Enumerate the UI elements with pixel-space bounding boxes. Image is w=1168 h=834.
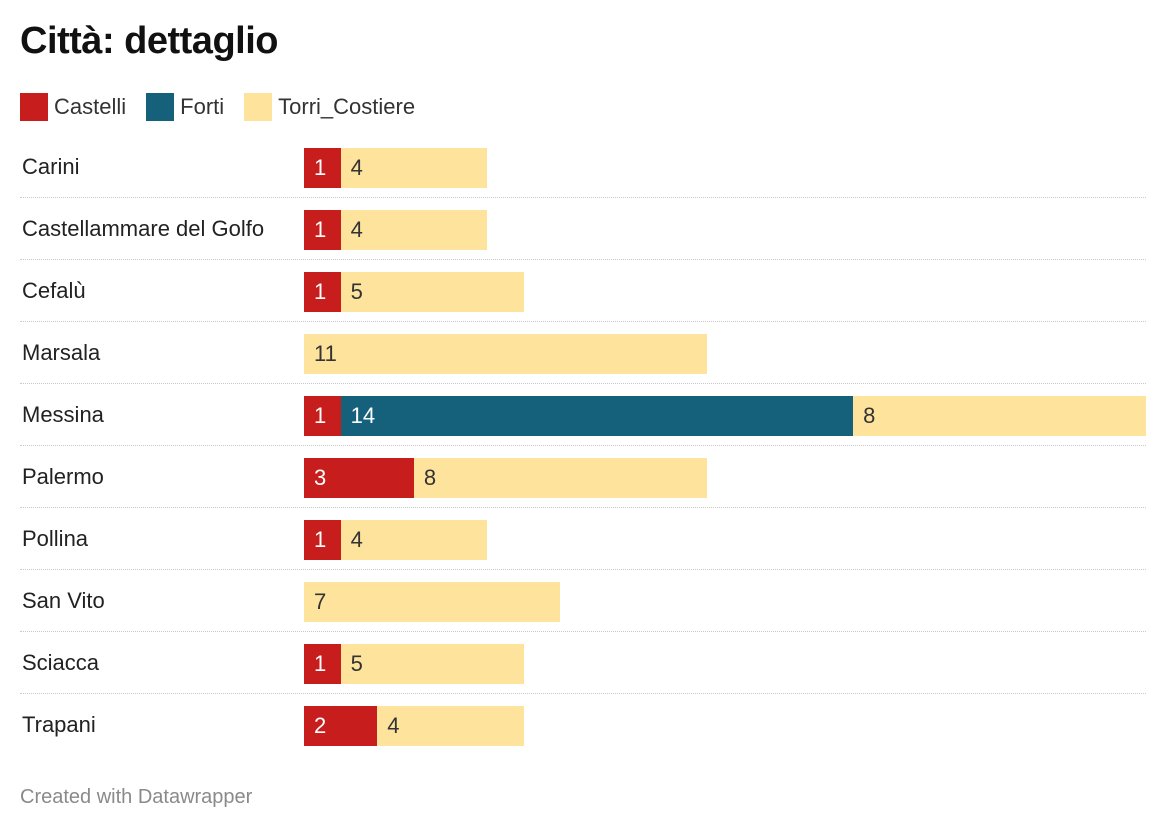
bar-segment-torri-costiere: 8: [853, 396, 1146, 436]
category-label: Marsala: [22, 340, 101, 365]
data-label: 1: [314, 403, 327, 428]
bar-segment-castelli: 1: [304, 210, 341, 250]
legend-swatch: [244, 93, 273, 121]
data-label: 1: [314, 651, 327, 676]
data-label: 7: [314, 589, 327, 614]
bar-segment-castelli: 1: [304, 520, 341, 560]
bar-segment-torri-costiere: 4: [340, 520, 488, 560]
data-label: 14: [350, 403, 376, 428]
data-label: 2: [314, 713, 327, 738]
legend-item-castelli: Castelli: [20, 93, 126, 121]
bar-segment-castelli: 3: [304, 458, 414, 498]
chart-row: Marsala 11: [20, 322, 1146, 384]
bar-segment-castelli: 1: [304, 148, 341, 188]
bar-stack: 11: [304, 334, 1146, 374]
category-label: Castellammare del Golfo: [22, 216, 265, 241]
data-label: 3: [314, 465, 327, 490]
bar-segment-castelli: 2: [304, 706, 378, 746]
data-label: 5: [350, 279, 363, 304]
chart-row: Pollina 1 4: [20, 508, 1146, 570]
legend-label: Forti: [180, 94, 225, 119]
bar-segment-torri-costiere: 4: [377, 706, 524, 746]
category-label: Cefalù: [22, 278, 86, 303]
data-label: 1: [314, 217, 327, 242]
bar-segment-castelli: 1: [304, 644, 341, 684]
chart-row: Sciacca 1 5: [20, 632, 1146, 694]
bar-segment-castelli: 1: [304, 272, 341, 312]
chart-row: San Vito 7: [20, 570, 1146, 632]
bar-segment-torri-costiere: 4: [340, 210, 488, 250]
data-label: 8: [863, 403, 876, 428]
bar-segment-torri-costiere: 5: [340, 272, 524, 312]
data-label: 4: [387, 713, 400, 738]
bar-segment-torri-costiere: 11: [304, 334, 707, 374]
category-label: Carini: [22, 154, 80, 179]
bar-segment-torri-costiere: 4: [340, 148, 488, 188]
category-label: Pollina: [22, 526, 89, 551]
legend-swatch: [20, 93, 48, 121]
bar-stack: 7: [304, 582, 1146, 622]
data-label: 4: [350, 217, 363, 242]
chart-row: Cefalù 1 5: [20, 260, 1146, 322]
data-label: 5: [350, 651, 363, 676]
legend-label: Castelli: [54, 94, 127, 119]
category-label: Sciacca: [22, 650, 100, 675]
chart-rows: Carini 1 4 Castellammare del Golfo 1 4 Cefalù 1…: [20, 136, 1146, 756]
chart-row: Carini 1 4: [20, 136, 1146, 198]
data-label: 11: [314, 341, 337, 366]
chart-row: Castellammare del Golfo 1 4: [20, 198, 1146, 260]
bar-segment-torri-costiere: 8: [413, 458, 707, 498]
data-label: 1: [314, 279, 327, 304]
bar-segment-forti: 14: [340, 396, 854, 436]
bar-stack: 1 14 8: [304, 396, 1146, 436]
bar-segment-castelli: 1: [304, 396, 341, 436]
category-label: Messina: [22, 402, 104, 427]
chart-row: Palermo 3 8: [20, 446, 1146, 508]
legend-item-torri-costiere: Torri_Costiere: [244, 93, 415, 121]
bar-segment-torri-costiere: 7: [304, 582, 561, 622]
footer-credit[interactable]: Created with Datawrapper: [20, 786, 253, 808]
category-label: Palermo: [22, 464, 104, 489]
chart-title: Città: dettaglio: [20, 20, 278, 62]
legend-swatch: [146, 93, 175, 121]
legend-label: Torri_Costiere: [278, 94, 416, 119]
data-label: 1: [314, 155, 327, 180]
data-label: 8: [423, 465, 437, 490]
chart-row: Messina 1 14 8: [20, 384, 1146, 446]
legend-item-forti: Forti: [146, 93, 224, 121]
data-label: 4: [350, 155, 363, 180]
data-label: 1: [314, 527, 327, 552]
bar-segment-torri-costiere: 5: [340, 644, 524, 684]
chart-row: Trapani 2 4: [20, 694, 1146, 756]
data-label: 4: [350, 527, 363, 552]
legend: Castelli Forti Torri_Costiere: [20, 92, 435, 122]
category-label: Trapani: [22, 712, 96, 737]
category-label: San Vito: [22, 588, 105, 613]
